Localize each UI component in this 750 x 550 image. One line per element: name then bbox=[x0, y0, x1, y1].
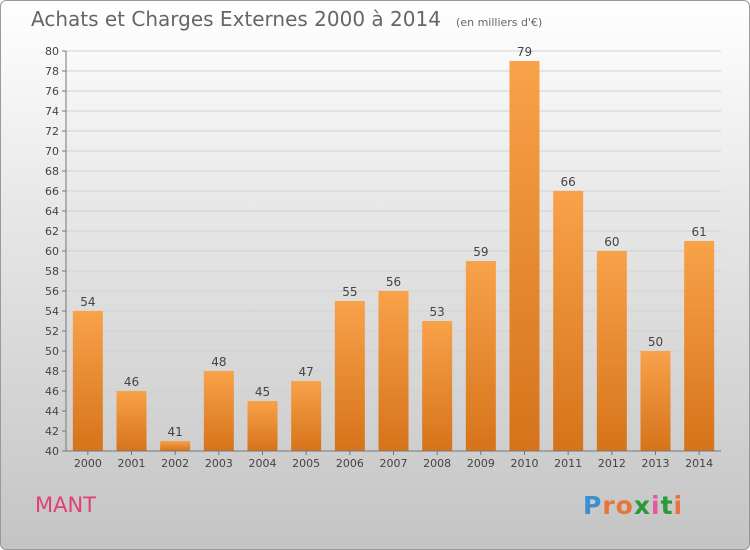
bar-value-label: 50 bbox=[648, 335, 663, 349]
y-tick-label: 44 bbox=[45, 405, 59, 418]
x-tick-label: 2004 bbox=[249, 457, 277, 470]
logo-letter: r bbox=[602, 491, 616, 520]
bar bbox=[247, 401, 278, 451]
y-tick-label: 72 bbox=[45, 125, 59, 138]
bar-value-label: 54 bbox=[80, 295, 95, 309]
bar bbox=[509, 61, 540, 451]
bar-value-label: 41 bbox=[168, 425, 183, 439]
proxiti-logo: Proxiti bbox=[583, 491, 683, 520]
chart-subtitle: (en milliers d'€) bbox=[456, 16, 543, 29]
bar bbox=[203, 371, 234, 451]
y-tick-label: 40 bbox=[45, 445, 59, 458]
logo-letter: i bbox=[673, 491, 684, 520]
x-tick-label: 2003 bbox=[205, 457, 233, 470]
bar-value-label: 53 bbox=[430, 305, 445, 319]
bar bbox=[640, 351, 671, 451]
x-tick-label: 2010 bbox=[511, 457, 539, 470]
x-tick-label: 2008 bbox=[423, 457, 451, 470]
x-tick-label: 2000 bbox=[74, 457, 102, 470]
x-tick-label: 2014 bbox=[685, 457, 713, 470]
x-tick-label: 2011 bbox=[554, 457, 582, 470]
x-tick-label: 2012 bbox=[598, 457, 626, 470]
y-tick-label: 66 bbox=[45, 185, 59, 198]
bar bbox=[596, 251, 627, 451]
logo-letter: o bbox=[615, 491, 634, 520]
x-tick-label: 2009 bbox=[467, 457, 495, 470]
bar-value-label: 55 bbox=[342, 285, 357, 299]
chart-title: Achats et Charges Externes 2000 à 2014 bbox=[31, 7, 441, 31]
logo-letter: x bbox=[633, 491, 651, 520]
bar bbox=[553, 191, 584, 451]
x-tick-label: 2005 bbox=[292, 457, 320, 470]
bar bbox=[116, 391, 147, 451]
y-tick-label: 64 bbox=[45, 205, 59, 218]
bar bbox=[291, 381, 322, 451]
y-tick-label: 42 bbox=[45, 425, 59, 438]
chart-title-line: Achats et Charges Externes 2000 à 2014 (… bbox=[31, 7, 542, 31]
y-tick-label: 70 bbox=[45, 145, 59, 158]
x-tick-label: 2013 bbox=[642, 457, 670, 470]
y-tick-label: 58 bbox=[45, 265, 59, 278]
bar bbox=[465, 261, 496, 451]
y-axis: 40 42 44 46 48 50 52 54 56 58 60 62 64 66 68 70 72 74 76 78… bbox=[45, 45, 67, 458]
bar-value-label: 79 bbox=[517, 45, 532, 59]
bar bbox=[334, 301, 365, 451]
y-tick-label: 50 bbox=[45, 345, 59, 358]
bar-value-label: 60 bbox=[604, 235, 619, 249]
x-tick-label: 2007 bbox=[380, 457, 408, 470]
x-tick-label: 2001 bbox=[118, 457, 146, 470]
bars: 54 46 41 48 45 47 55 56 53 59 79 66 60 50 61 bbox=[72, 45, 715, 451]
y-tick-label: 52 bbox=[45, 325, 59, 338]
y-tick-label: 74 bbox=[45, 105, 59, 118]
bar bbox=[422, 321, 453, 451]
bar-value-label: 46 bbox=[124, 375, 139, 389]
y-tick-label: 56 bbox=[45, 285, 59, 298]
y-tick-label: 54 bbox=[45, 305, 59, 318]
commune-name: MANT bbox=[35, 493, 97, 517]
y-tick-label: 80 bbox=[45, 45, 59, 58]
bar-value-label: 56 bbox=[386, 275, 401, 289]
bar bbox=[684, 241, 715, 451]
bar-value-label: 48 bbox=[211, 355, 226, 369]
bar bbox=[72, 311, 103, 451]
logo-letter: P bbox=[583, 491, 603, 520]
bar-value-label: 59 bbox=[473, 245, 488, 259]
x-tick-label: 2002 bbox=[161, 457, 189, 470]
bar-value-label: 66 bbox=[561, 175, 576, 189]
y-tick-label: 62 bbox=[45, 225, 59, 238]
y-tick-label: 78 bbox=[45, 65, 59, 78]
y-tick-label: 60 bbox=[45, 245, 59, 258]
bar-value-label: 45 bbox=[255, 385, 270, 399]
y-tick-label: 68 bbox=[45, 165, 59, 178]
bar-value-label: 47 bbox=[299, 365, 314, 379]
bar bbox=[378, 291, 409, 451]
x-axis: 2000 2001 2002 2003 2004 2005 2006 2007 2008 2009… bbox=[66, 450, 721, 470]
x-tick-label: 2006 bbox=[336, 457, 364, 470]
y-tick-label: 46 bbox=[45, 385, 59, 398]
logo-letter: i bbox=[651, 491, 661, 520]
y-tick-label: 76 bbox=[45, 85, 59, 98]
bar-value-label: 61 bbox=[692, 225, 707, 239]
bar bbox=[160, 441, 191, 451]
logo-letter: t bbox=[660, 491, 674, 520]
y-tick-label: 48 bbox=[45, 365, 59, 378]
